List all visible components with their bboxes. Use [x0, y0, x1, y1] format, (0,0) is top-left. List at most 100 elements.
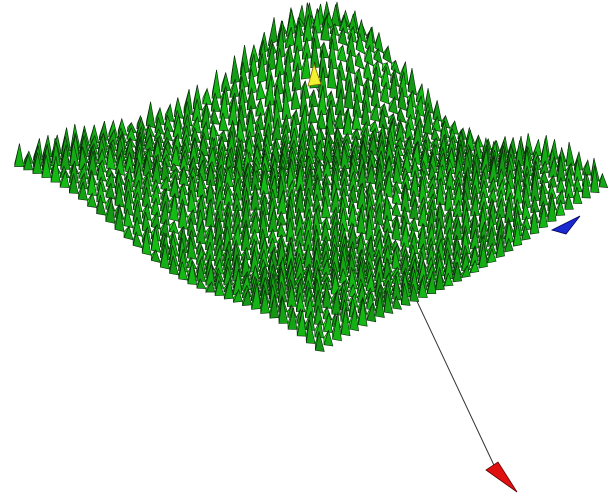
terrain-facet [382, 44, 393, 65]
terrain-facet [366, 303, 377, 323]
terrain-facet [530, 208, 540, 235]
terrain-facet [396, 106, 407, 124]
terrain-facet [170, 145, 181, 167]
terrain-facet [32, 152, 43, 174]
terrain-facet [344, 79, 354, 110]
terrain-facet [320, 15, 331, 41]
terrain-facet [409, 284, 420, 302]
terrain-facet [68, 173, 79, 194]
terrain-facet [598, 172, 609, 188]
terrain-facet [169, 255, 180, 276]
terrain-facet [431, 115, 442, 132]
y-axis-arrowhead [307, 62, 322, 87]
terrain-facet [78, 181, 88, 201]
terrain-facet [260, 290, 271, 314]
terrain-facet [486, 247, 497, 264]
terrain-facet [145, 101, 156, 129]
terrain-facet [380, 82, 390, 105]
terrain-facet [210, 107, 220, 125]
terrain-facet [426, 271, 437, 295]
terrain-facet [214, 279, 225, 296]
terrain-facet [452, 262, 463, 283]
terrain-facet [495, 234, 505, 259]
terrain-facet [210, 92, 221, 112]
terrain-facet [23, 153, 34, 171]
terrain-facet [308, 103, 318, 124]
terrain-facet [581, 171, 591, 199]
terrain-facet [364, 44, 374, 67]
terrain-facet [96, 195, 107, 216]
terrain-facet [590, 165, 600, 194]
terrain-facet [392, 161, 403, 185]
terrain-facet [278, 297, 289, 324]
terrain-facet [205, 281, 216, 293]
terrain-facet [305, 319, 316, 344]
terrain-facet [334, 110, 344, 130]
terrain-facet [291, 87, 301, 111]
terrain-facet [196, 278, 207, 289]
terrain-facet [383, 170, 393, 198]
terrain-facet [401, 283, 411, 306]
terrain-facet [573, 187, 583, 204]
terrain-facet [397, 87, 408, 112]
terrain-facet [547, 194, 557, 223]
terrain-facet [50, 155, 61, 183]
terrain-facet [296, 309, 307, 337]
terrain-facet [521, 224, 531, 241]
terrain-facet [196, 220, 206, 245]
terrain-facet [315, 331, 325, 352]
terrain-facet [301, 52, 311, 80]
terrain-facet [106, 144, 117, 170]
x-axis-arrowhead [485, 461, 518, 493]
terrain-facet [383, 290, 394, 314]
terrain-facet [178, 261, 189, 281]
terrain-facet [338, 26, 348, 46]
z-axis-arrowhead [550, 215, 581, 235]
terrain-facet [123, 225, 134, 241]
terrain-facet [422, 110, 433, 135]
terrain-facet [160, 243, 170, 270]
terrain-facet [418, 278, 428, 298]
terrain-facet [435, 266, 445, 291]
terrain-facet [269, 293, 280, 319]
terrain-facet [169, 193, 179, 222]
terrain-facet [354, 51, 365, 70]
terrain-facet [291, 63, 302, 92]
terrain-facet [251, 282, 261, 310]
terrain-facet [41, 154, 52, 178]
terrain-facet [443, 272, 454, 287]
terrain-facet [358, 298, 368, 327]
terrain-facet [370, 102, 380, 122]
terrain-facet [391, 217, 402, 241]
terrain-facet [256, 53, 267, 84]
terrain-facet [187, 236, 197, 260]
terrain-facet [340, 307, 351, 337]
terrain-facet [308, 89, 319, 108]
terrain-facet [87, 192, 98, 208]
terrain-facet [14, 143, 25, 167]
terrain-facet [332, 312, 342, 342]
terrain-facet [469, 259, 480, 274]
terrain-facet [132, 230, 143, 249]
terrain-facet [478, 242, 488, 269]
terrain-facet [504, 237, 514, 253]
terrain-facet [114, 204, 125, 232]
terrain-facet [349, 305, 359, 332]
terrain-facet [538, 205, 548, 229]
terrain-facet [327, 58, 337, 89]
terrain-facet [375, 292, 385, 318]
terrain-facet [287, 307, 298, 330]
terrain-facet [150, 248, 161, 264]
terrain-facet [337, 44, 347, 63]
terrain-facet [232, 288, 243, 303]
terrain-facet [461, 264, 471, 278]
terrain-facet [512, 221, 523, 247]
terrain-facet [392, 295, 403, 310]
terrain-facet [555, 199, 566, 216]
terrain-facet [59, 169, 70, 188]
terrain-facet [323, 329, 334, 347]
terrain-facet [223, 277, 234, 300]
terrain-facet [388, 95, 398, 115]
